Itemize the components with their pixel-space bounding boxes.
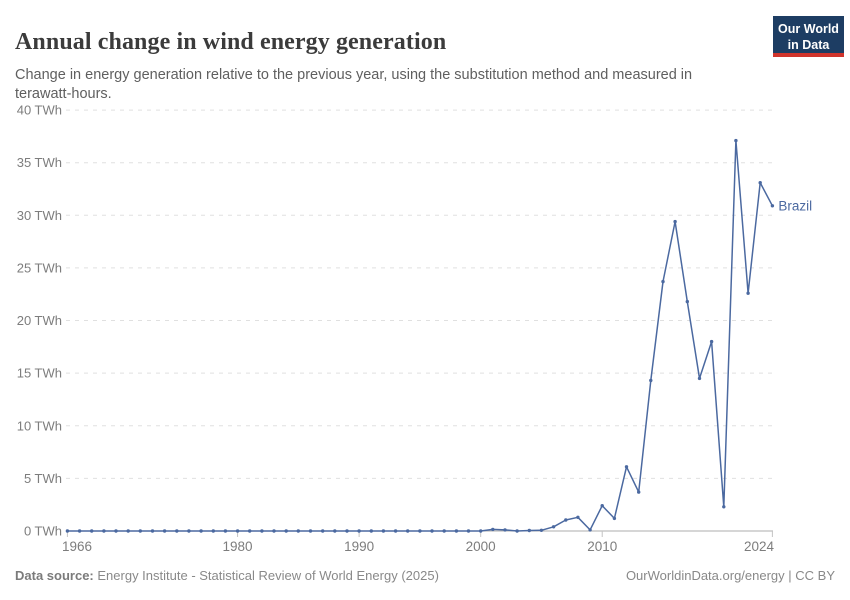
y-tick-label: 20 TWh xyxy=(17,313,62,328)
data-source-label: Data source: xyxy=(15,568,94,583)
data-point[interactable] xyxy=(162,529,167,533)
x-tick-label: 1966 xyxy=(62,539,92,554)
data-point[interactable] xyxy=(734,138,738,143)
data-point[interactable] xyxy=(479,529,483,533)
x-tick-label: 2000 xyxy=(466,539,496,554)
footer-credit-link[interactable]: OurWorldinData.org/energy | CC BY xyxy=(625,568,835,583)
x-tick-label: 2010 xyxy=(587,539,617,554)
data-point[interactable] xyxy=(369,529,373,533)
series-label-brazil[interactable]: Brazil xyxy=(778,198,812,213)
data-point[interactable] xyxy=(503,528,507,532)
y-tick-label: 15 TWh xyxy=(17,366,62,381)
data-point[interactable] xyxy=(284,529,288,533)
data-point[interactable] xyxy=(235,529,240,533)
data-point[interactable] xyxy=(223,529,228,533)
data-point[interactable] xyxy=(199,529,203,533)
data-point[interactable] xyxy=(466,529,471,533)
data-point[interactable] xyxy=(333,529,337,533)
owid-logo-line1: Our World xyxy=(778,22,839,36)
data-point[interactable] xyxy=(758,181,762,185)
data-point[interactable] xyxy=(697,376,702,381)
data-point[interactable] xyxy=(381,529,386,533)
data-point[interactable] xyxy=(649,378,653,383)
data-point[interactable] xyxy=(588,528,592,532)
data-point[interactable] xyxy=(126,529,130,533)
data-point[interactable] xyxy=(673,219,677,224)
data-point[interactable] xyxy=(600,504,604,508)
data-point[interactable] xyxy=(564,518,568,522)
data-point[interactable] xyxy=(211,529,215,533)
data-point[interactable] xyxy=(418,529,422,533)
data-point[interactable] xyxy=(138,529,142,533)
data-point[interactable] xyxy=(296,529,300,533)
data-point[interactable] xyxy=(393,529,398,533)
y-tick-label: 0 TWh xyxy=(24,524,62,539)
data-point[interactable] xyxy=(357,529,361,533)
data-point[interactable] xyxy=(102,529,106,533)
data-point[interactable] xyxy=(175,529,179,533)
data-point[interactable] xyxy=(661,279,665,284)
data-point[interactable] xyxy=(515,529,519,533)
data-point[interactable] xyxy=(685,299,689,304)
data-source-text: Energy Institute - Statistical Review of… xyxy=(97,568,439,583)
data-point[interactable] xyxy=(308,529,313,533)
data-point[interactable] xyxy=(746,291,750,295)
data-point[interactable] xyxy=(527,528,531,533)
data-point[interactable] xyxy=(77,529,82,533)
data-point[interactable] xyxy=(114,529,118,533)
y-tick-label: 5 TWh xyxy=(24,471,62,486)
data-source: Data source: Energy Institute - Statisti… xyxy=(15,568,439,583)
y-tick-label: 30 TWh xyxy=(17,208,62,223)
data-point[interactable] xyxy=(321,529,325,533)
data-point[interactable] xyxy=(539,528,544,532)
data-point[interactable] xyxy=(624,465,629,469)
data-point[interactable] xyxy=(272,529,276,533)
line-chart-canvas: 0 TWh 5 TWh 10 TWh 15 TWh 20 TWh 25 TWh 30 TWh… xyxy=(17,103,812,554)
data-point[interactable] xyxy=(65,529,70,533)
data-point[interactable] xyxy=(150,529,155,533)
data-point[interactable] xyxy=(90,529,94,533)
data-point[interactable] xyxy=(442,529,446,533)
owid-logo[interactable]: Our World in Data xyxy=(773,16,844,57)
chart-footer: Data source: Energy Institute - Statisti… xyxy=(15,568,835,583)
owid-logo-line2: in Data xyxy=(787,38,830,52)
data-point[interactable] xyxy=(260,529,264,533)
data-point[interactable] xyxy=(187,529,191,533)
data-point[interactable] xyxy=(576,515,580,519)
x-tick-label: 2024 xyxy=(744,539,775,554)
data-point[interactable] xyxy=(248,529,252,533)
data-point[interactable] xyxy=(491,527,495,532)
x-tick-label: 1990 xyxy=(344,539,374,554)
y-tick-label: 10 TWh xyxy=(17,418,62,433)
data-point[interactable] xyxy=(612,516,617,521)
y-tick-label: 35 TWh xyxy=(17,155,62,170)
chart-subtitle: Change in energy generation relative to … xyxy=(15,66,693,102)
data-point[interactable] xyxy=(551,525,556,529)
data-point[interactable] xyxy=(345,529,349,533)
data-point[interactable] xyxy=(722,505,726,509)
y-tick-label: 25 TWh xyxy=(17,260,62,275)
data-point[interactable] xyxy=(430,529,434,533)
data-line-brazil[interactable] xyxy=(66,139,774,532)
data-point[interactable] xyxy=(637,490,641,494)
data-point[interactable] xyxy=(454,529,459,533)
x-tick-label: 1980 xyxy=(223,539,253,554)
data-point[interactable] xyxy=(770,204,775,208)
data-point[interactable] xyxy=(406,529,410,533)
data-point[interactable] xyxy=(709,339,714,344)
y-tick-label: 40 TWh xyxy=(17,103,62,118)
chart-title: Annual change in wind energy generation xyxy=(15,29,447,56)
